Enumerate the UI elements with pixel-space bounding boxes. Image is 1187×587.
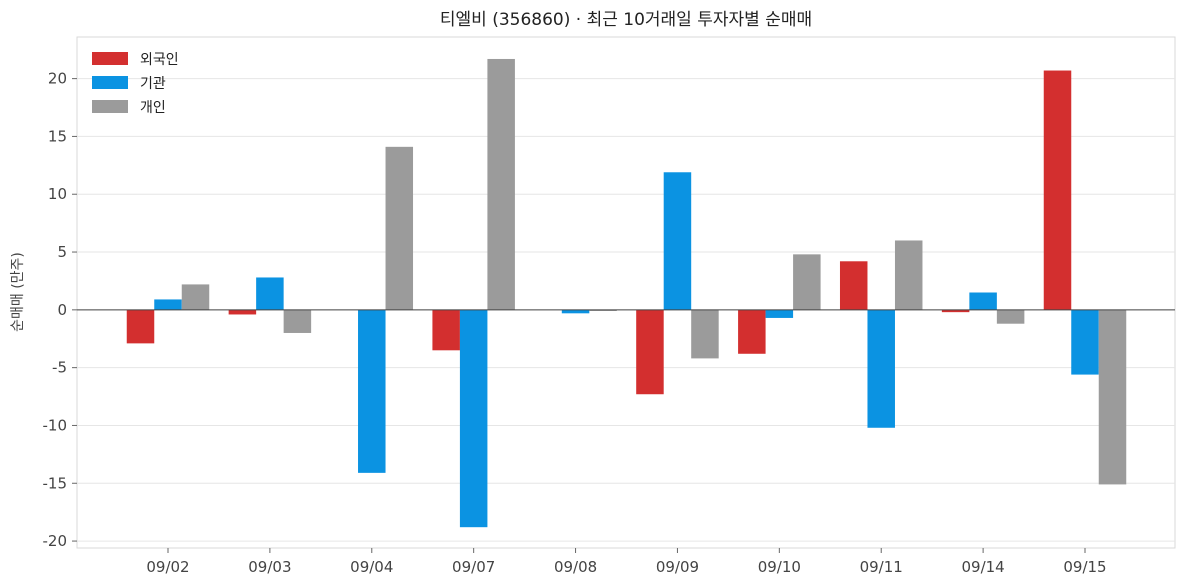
bar-기관-09/15 (1071, 309, 1099, 375)
bar-외국인-09/07 (432, 309, 460, 351)
x-axis-ticks: 09/02 09/03 09/04 09/07 09/08 09/09 09/10 09/11… (146, 548, 1107, 576)
bar-개인-09/14 (996, 309, 1025, 324)
bar-외국인-09/14 (941, 309, 970, 313)
legend-label-외국인: 외국인 (140, 52, 179, 68)
y-tick-label: -15 (43, 474, 68, 492)
y-tick-label: 0 (57, 301, 67, 319)
x-tick-label: 09/10 (758, 558, 801, 576)
bar-개인-09/09 (691, 309, 719, 359)
y-axis-label: 순매매 (만주) (10, 252, 26, 332)
plot-frame (76, 36, 1176, 549)
legend-label-기관: 기관 (140, 76, 166, 92)
x-tick-label: 09/02 (146, 558, 189, 576)
x-tick-label: 09/11 (860, 558, 903, 576)
bar-개인-09/02 (181, 284, 210, 310)
y-tick-label: -10 (43, 416, 68, 434)
bar-기관-09/02 (154, 299, 182, 310)
y-axis-ticks: -20 -15 -10 -5 0 5 10 15 20 (43, 70, 77, 550)
bar-외국인-09/11 (839, 261, 868, 310)
x-tick-label: 09/14 (961, 558, 1004, 576)
bar-개인-09/03 (283, 309, 312, 333)
bars (126, 58, 1127, 528)
x-tick-label: 09/08 (554, 558, 597, 576)
y-tick-label: 5 (57, 243, 67, 261)
x-tick-label: 09/15 (1063, 558, 1106, 576)
bar-개인-09/04 (385, 146, 414, 310)
legend-swatch-기관 (92, 76, 128, 89)
chart-title: 티엘비 (356860) · 최근 10거래일 투자자별 순매매 (440, 10, 812, 30)
legend-label-개인: 개인 (140, 100, 166, 116)
bar-외국인-09/03 (228, 309, 257, 315)
bar-외국인-09/02 (126, 309, 155, 344)
bar-기관-09/14 (969, 292, 997, 310)
bar-기관-09/09 (663, 172, 692, 310)
bar-기관-09/03 (256, 277, 284, 310)
legend-swatch-외국인 (92, 52, 128, 65)
bar-개인-09/07 (487, 58, 515, 310)
y-tick-label: 20 (48, 70, 67, 88)
x-tick-label: 09/03 (248, 558, 291, 576)
x-tick-label: 09/07 (452, 558, 495, 576)
bar-개인-09/08 (589, 309, 617, 311)
bar-외국인-09/15 (1043, 70, 1072, 310)
x-tick-label: 09/04 (350, 558, 393, 576)
bar-기관-09/04 (358, 309, 386, 473)
bar-외국인-09/09 (636, 309, 664, 395)
y-tick-label: -5 (52, 359, 67, 377)
bar-기관-09/08 (561, 309, 590, 314)
bar-개인-09/11 (894, 240, 923, 310)
y-tick-label: -20 (43, 532, 68, 550)
bar-개인-09/15 (1098, 309, 1127, 485)
bar-외국인-09/10 (738, 309, 766, 354)
y-tick-label: 10 (48, 185, 67, 203)
bar-기관-09/11 (867, 309, 895, 428)
bar-기관-09/07 (459, 309, 488, 528)
x-tick-label: 09/09 (656, 558, 699, 576)
bar-기관-09/10 (765, 309, 794, 318)
legend-swatch-개인 (92, 100, 128, 113)
bar-개인-09/10 (793, 254, 821, 310)
y-tick-label: 15 (48, 127, 67, 145)
